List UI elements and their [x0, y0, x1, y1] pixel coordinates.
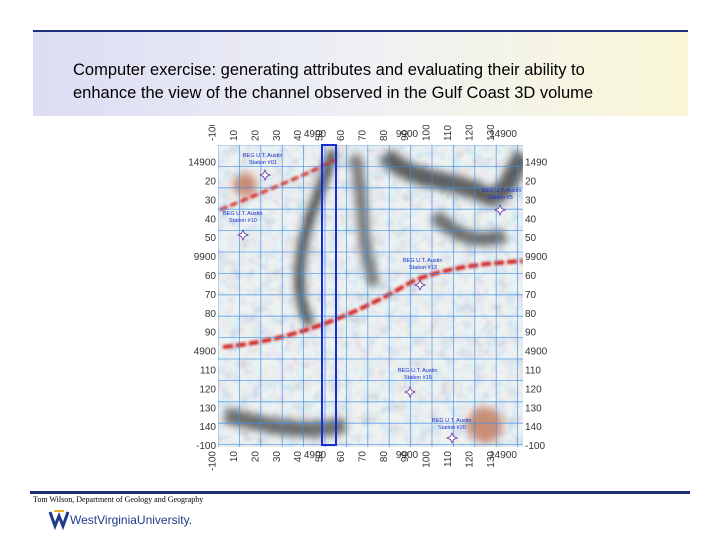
- y-label: 40: [205, 214, 217, 225]
- y-label: 110: [525, 366, 541, 377]
- y-label: 130: [199, 403, 216, 414]
- x-label: 90: [400, 129, 411, 141]
- y-label: 70: [205, 290, 217, 301]
- x-label: 50: [315, 129, 326, 141]
- x-label: 10: [229, 129, 240, 141]
- station-id: Station #20: [438, 425, 466, 431]
- x-label: 80: [379, 451, 390, 463]
- y-label: 4900: [194, 347, 217, 358]
- author: Tom Wilson, Department of Geology and Ge…: [33, 495, 204, 504]
- y-label: 70: [525, 290, 537, 301]
- seismic-map: -100 10 20 30 40 50 60 70 80 90 100 110 120 130 -100 10…: [185, 125, 547, 475]
- x-label: 120: [464, 125, 475, 141]
- y-label: 9900: [194, 252, 217, 263]
- marker-label: 14900: [489, 450, 517, 461]
- y-label: 90: [525, 328, 537, 339]
- y-label: 60: [525, 271, 537, 282]
- title-line: Computer exercise: generating attributes…: [73, 61, 585, 79]
- y-label: 14900: [525, 158, 547, 169]
- x-label: 100: [422, 451, 433, 468]
- y-label: 140: [525, 422, 542, 433]
- x-label: 70: [357, 129, 368, 141]
- y-label: 4900: [525, 347, 547, 358]
- y-label: 130: [525, 403, 542, 414]
- x-label: 40: [293, 451, 304, 463]
- x-label: 20: [250, 451, 261, 463]
- x-label: 70: [357, 451, 368, 463]
- grid: [218, 145, 523, 447]
- section-box: [321, 144, 337, 446]
- station-name: BEG U.T. Austin: [243, 153, 282, 159]
- title-line: enhance the view of the channel observed…: [73, 84, 594, 102]
- y-label: 20: [525, 177, 537, 188]
- station-id: Station #13: [409, 265, 437, 271]
- logo: WestVirginiaUniversity.: [48, 510, 192, 530]
- x-label: 40: [293, 129, 304, 141]
- x-label: 10: [229, 451, 240, 463]
- y-label: 90: [205, 328, 217, 339]
- station-id: Station #10: [229, 218, 257, 224]
- y-label: 120: [525, 384, 542, 395]
- y-label: 120: [199, 384, 216, 395]
- x-label: 110: [443, 125, 454, 141]
- y-label: 50: [525, 233, 537, 244]
- station-name: BEG U.T. Austin: [403, 258, 442, 264]
- x-label: 120: [464, 451, 475, 468]
- station-marker: [403, 385, 417, 399]
- station-marker: [236, 228, 250, 242]
- y-label: -100: [525, 441, 545, 452]
- y-label: 110: [200, 366, 216, 377]
- x-label: 80: [379, 129, 390, 141]
- y-label: 140: [199, 422, 216, 433]
- station-marker: [413, 278, 427, 292]
- axis-labels: -100 10 20 30 40 50 60 70 80 90 100 110 120 130 -100 10…: [188, 125, 547, 471]
- marker-label: 4900: [304, 129, 327, 140]
- x-label: 30: [272, 129, 283, 141]
- marker-label: 9900: [396, 129, 419, 140]
- station-marker: [493, 203, 507, 217]
- y-label: 60: [205, 271, 217, 282]
- y-label: -100: [196, 441, 216, 452]
- station-name: BEG U.T. Austin: [223, 211, 262, 217]
- marker-label: 4900: [304, 450, 327, 461]
- y-label: 80: [525, 309, 537, 320]
- station-name: BEG U.T. Austin: [398, 368, 437, 374]
- station-id: Station #01: [249, 160, 277, 166]
- x-label: 100: [422, 125, 433, 141]
- x-label: 130: [486, 125, 497, 141]
- x-label: 60: [336, 451, 347, 463]
- y-label: 30: [525, 195, 537, 206]
- y-label: 50: [205, 233, 217, 244]
- station-marker: [258, 168, 272, 182]
- station-marker: [445, 431, 459, 445]
- footer-line: [30, 491, 690, 494]
- y-label: 20: [205, 177, 217, 188]
- marker-label: 9900: [396, 450, 419, 461]
- y-label: 14900: [188, 158, 216, 169]
- x-label: 110: [443, 451, 454, 467]
- x-label: 50: [315, 451, 326, 463]
- y-label: 40: [525, 214, 537, 225]
- station-name: BEG U.T. Austin: [432, 418, 471, 424]
- x-label: -100: [208, 125, 219, 141]
- x-label: 60: [336, 129, 347, 141]
- x-label: 20: [250, 129, 261, 141]
- x-label: 30: [272, 451, 283, 463]
- station-name: BEG U.T. Austin: [482, 188, 521, 194]
- x-label: 130: [486, 451, 497, 468]
- y-label: 9900: [525, 252, 547, 263]
- station-id: Station #15: [404, 375, 432, 381]
- x-label: -100: [208, 451, 219, 471]
- title-box: Computer exercise: generating attributes…: [33, 30, 688, 116]
- marker-label: 14900: [489, 129, 517, 140]
- logo-text: WestVirginiaUniversity.: [70, 513, 192, 527]
- y-label: 30: [205, 195, 217, 206]
- seismic-image: [218, 145, 523, 447]
- x-label: 90: [400, 451, 411, 463]
- y-label: 80: [205, 309, 217, 320]
- station-id: Station #5: [488, 195, 513, 201]
